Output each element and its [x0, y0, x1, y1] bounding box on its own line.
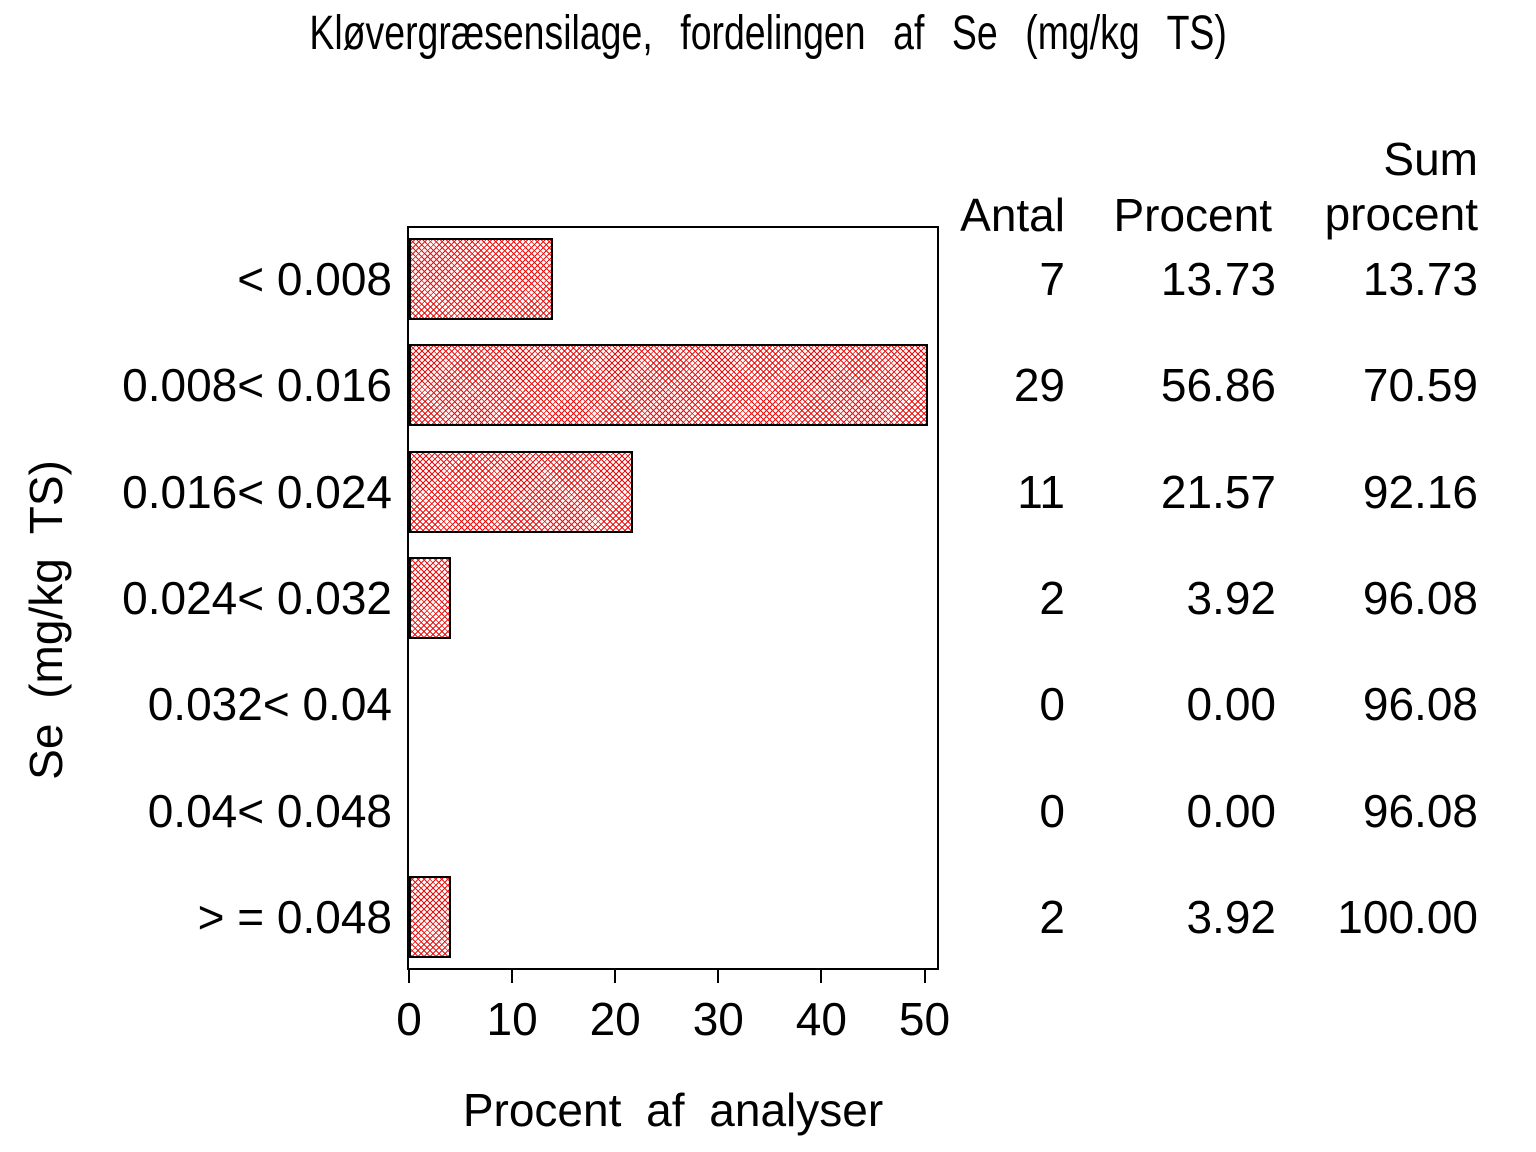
x-axis-tick-label: 10: [486, 993, 538, 1045]
antal-value: 0: [1039, 784, 1065, 837]
column-header-sum-line1: Sum: [1383, 133, 1478, 185]
x-axis-tick-label: 50: [898, 993, 951, 1045]
bar: [409, 557, 452, 639]
chart-title: Kløvergræsensilage, fordelingen af Se (m…: [0, 4, 1536, 64]
sum-procent-value: 96.08: [1362, 678, 1478, 731]
category-label: 0.024< 0.032: [122, 572, 392, 624]
sum-procent-value: 100.00: [1337, 890, 1478, 943]
procent-value: 3.92: [1186, 890, 1276, 943]
category-label: 0.008< 0.016: [122, 359, 392, 412]
bar: [409, 238, 553, 321]
category-label: 0.04< 0.048: [147, 784, 392, 837]
sum-procent-value: 92.16: [1362, 465, 1478, 518]
antal-value: 2: [1039, 572, 1065, 624]
x-axis-title: Procent af analyser: [462, 1084, 884, 1136]
column-header-antal: Antal: [960, 189, 1065, 241]
antal-value: 29: [1013, 359, 1065, 412]
x-axis-tick-label: 30: [692, 993, 744, 1045]
x-axis-tick-mark: [614, 969, 617, 983]
antal-value: 2: [1039, 890, 1065, 943]
category-label: < 0.008: [237, 253, 392, 306]
antal-value: 0: [1039, 678, 1065, 731]
chart-title-text: Kløvergræsensilage, fordelingen af Se (m…: [309, 7, 1227, 60]
procent-value: 56.86: [1160, 359, 1276, 412]
antal-value: 7: [1039, 253, 1065, 306]
bar: [409, 875, 452, 958]
antal-value: 11: [1017, 465, 1065, 518]
category-label: > = 0.048: [197, 890, 392, 943]
sum-procent-value: 96.08: [1362, 572, 1478, 624]
bar: [409, 450, 634, 533]
x-axis-tick-label: 20: [589, 993, 641, 1045]
procent-value: 0.00: [1186, 784, 1276, 837]
category-label: 0.032< 0.04: [147, 678, 392, 731]
x-axis-tick-mark: [923, 969, 926, 983]
sum-procent-value: 13.73: [1362, 253, 1478, 306]
bar: [409, 344, 929, 427]
x-axis-tick-mark: [820, 969, 823, 983]
x-axis-tick-mark: [717, 969, 720, 983]
x-axis-tick-label: 0: [396, 993, 422, 1045]
column-header-procent: Procent: [1113, 189, 1272, 241]
column-header-sum-line2: procent: [1324, 188, 1478, 240]
x-axis-tick-mark: [408, 969, 410, 983]
x-axis-tick-label: 40: [795, 993, 847, 1045]
procent-value: 3.92: [1186, 572, 1276, 624]
procent-value: 21.57: [1160, 465, 1276, 518]
procent-value: 0.00: [1186, 678, 1276, 731]
category-label: 0.016< 0.024: [122, 465, 392, 518]
column-header-sum-procent: Sum procent: [1198, 132, 1478, 242]
procent-value: 13.73: [1160, 253, 1276, 306]
sum-procent-value: 96.08: [1362, 784, 1478, 837]
x-axis-tick-mark: [511, 969, 514, 983]
sum-procent-value: 70.59: [1362, 359, 1478, 412]
